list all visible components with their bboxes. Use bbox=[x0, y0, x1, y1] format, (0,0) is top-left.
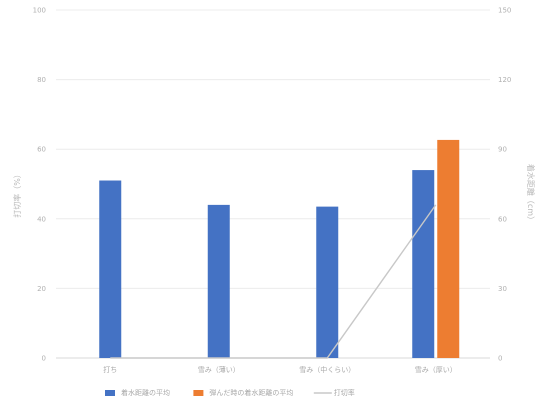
bars bbox=[99, 139, 460, 358]
bar bbox=[437, 139, 460, 358]
line-series bbox=[110, 204, 437, 359]
legend: 着水距離の平均 弾んだ時の着水距離の平均 打切率 bbox=[105, 388, 355, 397]
left-tick-label: 60 bbox=[37, 146, 46, 154]
right-axis-ticks: 0 30 60 90 120 150 bbox=[498, 7, 511, 363]
category-labels: 打ち 雪み（薄い） 雪み（中くらい） 雪み（厚い） bbox=[103, 365, 457, 374]
left-tick-label: 20 bbox=[37, 285, 46, 293]
left-tick-label: 80 bbox=[37, 76, 46, 84]
right-tick-label: 60 bbox=[498, 215, 507, 223]
right-tick-label: 30 bbox=[498, 285, 507, 293]
right-tick-label: 150 bbox=[498, 7, 511, 15]
right-tick-label: 120 bbox=[498, 76, 511, 84]
legend-swatch bbox=[105, 390, 115, 396]
category-label: 雪み（薄い） bbox=[198, 365, 240, 374]
left-tick-label: 100 bbox=[33, 7, 46, 15]
rate-line bbox=[110, 204, 437, 359]
left-axis-label: 打切率（%） bbox=[12, 170, 22, 218]
bar bbox=[412, 170, 435, 358]
left-tick-label: 40 bbox=[37, 215, 46, 223]
right-tick-label: 0 bbox=[498, 355, 502, 363]
right-axis-label: 着水距離（cm） bbox=[526, 164, 536, 224]
legend-label: 打切率 bbox=[334, 388, 355, 397]
legend-label: 着水距離の平均 bbox=[121, 388, 170, 397]
legend-label: 弾んだ時の着水距離の平均 bbox=[209, 388, 293, 397]
left-axis-ticks: 0 20 40 60 80 100 bbox=[33, 7, 46, 363]
bar bbox=[316, 206, 339, 358]
category-label: 雪み（中くらい） bbox=[299, 365, 355, 374]
legend-swatch bbox=[193, 390, 204, 396]
left-tick-label: 0 bbox=[42, 355, 46, 363]
category-label: 打ち bbox=[103, 365, 117, 374]
right-tick-label: 90 bbox=[498, 146, 507, 154]
bar bbox=[99, 180, 122, 358]
category-label: 雪み（厚い） bbox=[415, 366, 457, 374]
bar bbox=[207, 204, 230, 358]
